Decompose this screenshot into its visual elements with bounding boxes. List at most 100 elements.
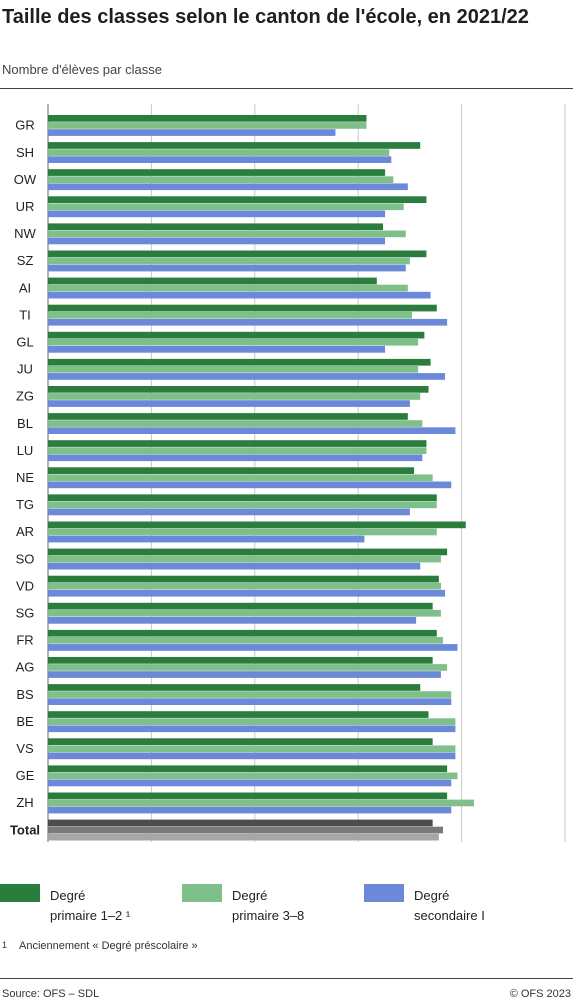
bar-zg-series-3 — [48, 400, 410, 407]
bar-ur-series-3 — [48, 210, 386, 218]
bar-ar-series-1 — [48, 521, 466, 529]
copyright-text: © OFS 2023 — [509, 988, 571, 1000]
bar-ai-series-1 — [48, 277, 377, 285]
bar-bs-series-2 — [48, 691, 452, 698]
x-tick-label-25: 25 — [558, 848, 572, 850]
bar-vs-series-1 — [48, 738, 433, 745]
legend-swatch-primaire-1-2 — [0, 884, 40, 902]
bar-zh-series-2 — [48, 799, 475, 807]
bar-sg-series-3 — [48, 617, 417, 624]
bar-sz-series-2 — [48, 257, 410, 265]
source-text: Source: OFS – SDL — [2, 988, 100, 1000]
bar-zh-series-1 — [48, 792, 448, 800]
bar-ow-series-2 — [48, 176, 394, 183]
bar-ti-series-1 — [48, 304, 437, 312]
category-label-zg: ZG — [16, 389, 34, 404]
bar-tg-series-3 — [48, 508, 410, 516]
bar-tg-series-1 — [48, 494, 437, 502]
bar-ag-series-1 — [48, 657, 433, 664]
category-label-tg: TG — [16, 497, 34, 512]
category-label-total: Total — [10, 822, 40, 837]
category-label-sg: SG — [16, 605, 35, 620]
bar-so-series-1 — [48, 548, 448, 556]
footnote: 1 Anciennement « Degré préscolaire » — [2, 940, 198, 952]
category-label-nw: NW — [14, 226, 36, 241]
category-label-be: BE — [16, 714, 34, 729]
category-label-so: SO — [16, 551, 35, 566]
bar-ne-series-1 — [48, 467, 415, 474]
bar-so-series-3 — [48, 562, 421, 570]
x-tick-label-0: 0 — [44, 848, 51, 850]
bar-ju-series-2 — [48, 366, 419, 373]
bar-fr-series-3 — [48, 644, 458, 651]
category-label-ti: TI — [19, 307, 31, 322]
category-label-bl: BL — [17, 416, 33, 431]
bar-bl-series-1 — [48, 413, 408, 420]
category-label-vd: VD — [16, 578, 34, 593]
bar-bl-series-2 — [48, 420, 423, 427]
category-label-fr: FR — [16, 633, 33, 648]
bar-ow-series-3 — [48, 183, 408, 191]
bar-ge-series-2 — [48, 772, 458, 780]
bar-nw-series-2 — [48, 230, 406, 238]
category-label-ow: OW — [14, 172, 37, 187]
bar-ur-series-1 — [48, 196, 427, 203]
bar-ai-series-2 — [48, 284, 408, 292]
category-label-ag: AG — [16, 660, 35, 675]
bar-fr-series-2 — [48, 637, 443, 644]
category-label-gr: GR — [15, 118, 35, 133]
bar-ai-series-3 — [48, 291, 431, 299]
bar-zh-series-3 — [48, 806, 452, 814]
chart-title: Taille des classes selon le canton de l'… — [2, 6, 529, 28]
top-rule — [0, 88, 573, 89]
x-tick-label-5: 5 — [148, 848, 155, 850]
bar-sg-series-2 — [48, 609, 441, 617]
bar-ne-series-2 — [48, 474, 433, 482]
bar-sg-series-1 — [48, 602, 433, 610]
bar-ju-series-3 — [48, 373, 446, 380]
category-label-ge: GE — [16, 768, 35, 783]
bar-gr-series-1 — [48, 115, 367, 122]
legend-swatch-secondaire-1 — [364, 884, 404, 902]
bar-ag-series-3 — [48, 671, 441, 678]
x-tick-label-20: 20 — [454, 848, 468, 850]
bar-gr-series-2 — [48, 122, 367, 129]
bar-lu-series-3 — [48, 454, 423, 462]
bar-sz-series-1 — [48, 250, 427, 258]
category-label-gl: GL — [16, 334, 33, 349]
category-label-bs: BS — [16, 687, 34, 702]
bar-ge-series-1 — [48, 765, 448, 773]
bar-vd-series-3 — [48, 589, 446, 597]
bar-ur-series-2 — [48, 203, 404, 211]
bar-total-series-2 — [48, 826, 443, 834]
bar-fr-series-1 — [48, 629, 437, 637]
category-label-zh: ZH — [16, 795, 33, 810]
legend-label-primaire-1-2: Degré primaire 1–2 ¹ — [50, 888, 131, 923]
bar-gl-series-3 — [48, 346, 386, 353]
legend-swatch-primaire-3-8 — [182, 884, 222, 902]
bar-gr-series-3 — [48, 129, 336, 136]
category-label-ai: AI — [19, 280, 31, 295]
bar-nw-series-3 — [48, 237, 386, 245]
bar-chart: 0 5 10 15 20 25 GR SH OW UR NW SZ AI TI GL JU ZG BL LU NE TG… — [10, 104, 572, 850]
legend-label-secondaire-1: Degré secondaire I — [414, 888, 485, 923]
category-label-sz: SZ — [17, 253, 34, 268]
bar-ag-series-2 — [48, 664, 448, 671]
footnote-text: Anciennement « Degré préscolaire » — [19, 940, 198, 952]
bar-vd-series-2 — [48, 582, 441, 590]
bar-lu-series-1 — [48, 440, 427, 447]
bar-ne-series-3 — [48, 481, 452, 489]
bar-ar-series-2 — [48, 528, 437, 536]
category-label-ar: AR — [16, 524, 34, 539]
bar-be-series-3 — [48, 725, 456, 733]
bar-bl-series-3 — [48, 427, 456, 434]
category-label-ne: NE — [16, 470, 34, 485]
bar-vd-series-1 — [48, 575, 439, 583]
bar-bs-series-3 — [48, 698, 452, 705]
bar-ow-series-1 — [48, 169, 386, 176]
bar-sh-series-3 — [48, 156, 392, 163]
footnote-marker: 1 — [2, 940, 8, 950]
legend: Degré primaire 1–2 ¹ Degré primaire 3–8 … — [0, 884, 573, 934]
bar-sh-series-1 — [48, 142, 421, 149]
chart-subtitle: Nombre d'élèves par classe — [2, 62, 162, 77]
